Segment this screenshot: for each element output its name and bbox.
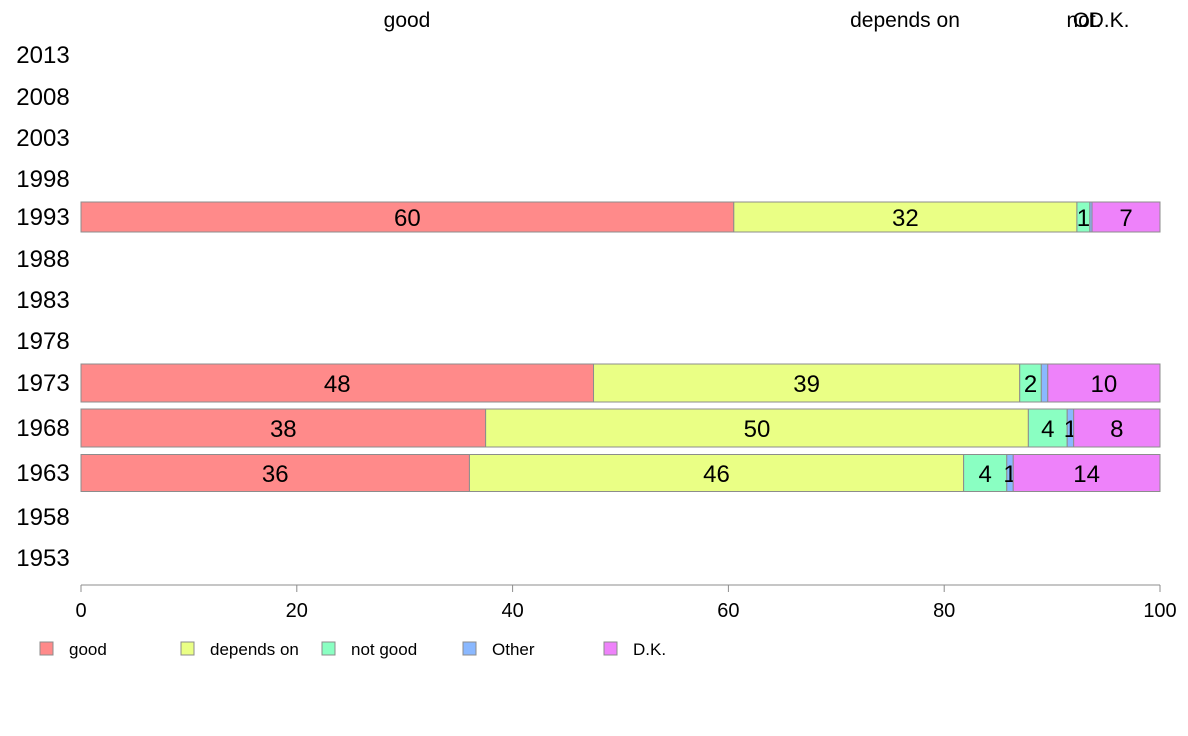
bar-segment-not-good-1968 bbox=[1027, 408, 1068, 448]
bar-segment-other-1973 bbox=[1040, 363, 1049, 403]
bar-label-d-k-1993: 7 bbox=[1119, 205, 1132, 232]
legend-swatch-depends-on bbox=[180, 641, 195, 656]
bar-segment-d-k-1963 bbox=[1012, 454, 1161, 492]
bar-label-depends-on-1993: 32 bbox=[892, 205, 919, 232]
legend-label-d-k: D.K. bbox=[633, 640, 666, 659]
bar-segment-d-k-1968 bbox=[1073, 408, 1161, 448]
legend-swatch-good bbox=[39, 641, 54, 656]
bar-segment-d-k-1973 bbox=[1047, 363, 1161, 403]
bar-label-good-1993: 60 bbox=[394, 205, 421, 232]
top-label-depends-on: depends on bbox=[850, 9, 960, 32]
x-tick-label-0: 0 bbox=[75, 600, 86, 622]
bar-label-good-1968: 38 bbox=[270, 416, 297, 443]
year-label-2008: 2008 bbox=[16, 84, 69, 111]
legend: good depends on not good Other D.K. bbox=[39, 640, 666, 659]
legend-label-other: Other bbox=[492, 640, 535, 659]
year-label-1988: 1988 bbox=[16, 246, 69, 273]
year-label-1998: 1998 bbox=[16, 166, 69, 193]
year-label-1953: 1953 bbox=[16, 545, 69, 572]
x-tick-label-100: 100 bbox=[1143, 600, 1176, 622]
x-axis: 0 20 40 60 80 100 bbox=[75, 584, 1177, 622]
bar-label-depends-on-1963: 46 bbox=[703, 461, 730, 488]
legend-label-good: good bbox=[69, 640, 107, 659]
bar-label-good-1963: 36 bbox=[262, 461, 289, 488]
bar-segment-good-1968 bbox=[80, 408, 487, 448]
year-label-1963: 1963 bbox=[16, 460, 69, 487]
bar-label-not-good-1963: 4 bbox=[979, 461, 992, 488]
x-tick-label-40: 40 bbox=[501, 600, 523, 622]
bar-label-depends-on-1968: 50 bbox=[744, 416, 771, 443]
bar-segment-not-good-1963 bbox=[963, 454, 1008, 492]
year-label-1978: 1978 bbox=[16, 328, 69, 355]
x-tick-label-60: 60 bbox=[717, 600, 739, 622]
top-label-d-k: D.K. bbox=[1089, 9, 1130, 32]
legend-label-depends-on: depends on bbox=[210, 640, 299, 659]
bar-segment-good-1963 bbox=[80, 454, 470, 492]
year-label-2003: 2003 bbox=[16, 125, 69, 152]
bar-label-d-k-1968: 8 bbox=[1110, 416, 1123, 443]
legend-swatch-not-good bbox=[321, 641, 336, 656]
top-label-good: good bbox=[384, 9, 431, 32]
year-label-1958: 1958 bbox=[16, 504, 69, 531]
bar-label-not-good-1968: 4 bbox=[1041, 416, 1054, 443]
bar-label-not-good-1973: 2 bbox=[1024, 371, 1037, 398]
year-label-1983: 1983 bbox=[16, 287, 69, 314]
bar-label-good-1973: 48 bbox=[324, 371, 351, 398]
year-axis-labels: 2013 2008 2003 1998 1993 1988 1983 1978 1973 1968… bbox=[16, 42, 69, 572]
bar-segment-good-1993 bbox=[80, 201, 735, 233]
top-label-not: not. bbox=[1066, 9, 1101, 32]
bar-label-depends-on-1973: 39 bbox=[793, 371, 820, 398]
top-label-o: O. bbox=[1073, 9, 1095, 32]
bar-segment-d-k-1993 bbox=[1091, 201, 1161, 233]
x-tick-label-20: 20 bbox=[286, 600, 308, 622]
legend-swatch-other bbox=[462, 641, 477, 656]
x-tick-label-80: 80 bbox=[933, 600, 955, 622]
year-label-1973: 1973 bbox=[16, 370, 69, 397]
bar-segment-depends-on-1963 bbox=[468, 454, 965, 492]
top-category-labels: good depends on not.O.D.K. bbox=[384, 9, 1130, 32]
year-label-2013: 2013 bbox=[16, 42, 69, 69]
year-label-1993: 1993 bbox=[16, 204, 69, 231]
legend-label-not-good: not good bbox=[351, 640, 417, 659]
bar-label-not-good-1993: 1 bbox=[1077, 205, 1090, 232]
bar-label-d-k-1963: 14 bbox=[1073, 461, 1100, 488]
year-label-1968: 1968 bbox=[16, 415, 69, 442]
legend-swatch-d-k bbox=[603, 641, 618, 656]
bar-label-d-k-1973: 10 bbox=[1091, 371, 1118, 398]
